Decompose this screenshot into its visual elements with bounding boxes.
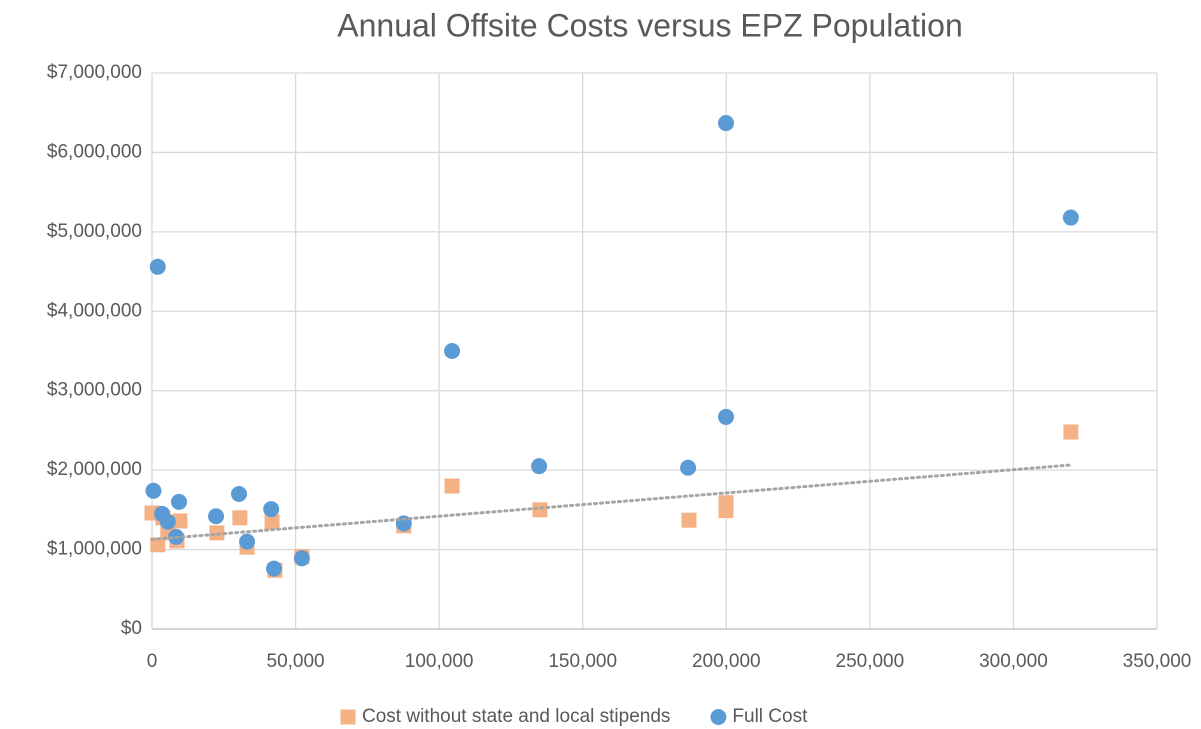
point <box>208 508 225 525</box>
trendline <box>150 463 1073 541</box>
point <box>532 502 548 518</box>
point <box>1063 424 1079 440</box>
x-tick-label: 200,000 <box>692 651 761 672</box>
x-tick-label: 300,000 <box>979 651 1048 672</box>
point <box>145 482 162 499</box>
legend-marker <box>340 709 356 725</box>
point <box>209 525 225 541</box>
point <box>149 258 166 275</box>
x-tick-label: 150,000 <box>548 651 617 672</box>
point <box>718 503 734 519</box>
point <box>239 533 256 550</box>
point <box>231 485 248 502</box>
y-tick-label: $5,000,000 <box>47 221 142 242</box>
point <box>717 115 734 132</box>
legend-label: Cost without state and local stipends <box>362 706 670 727</box>
point <box>531 458 548 475</box>
chart-title: Annual Offsite Costs versus EPZ Populati… <box>337 7 963 43</box>
point <box>293 550 310 567</box>
legend-marker <box>710 709 727 725</box>
x-tick-label: 250,000 <box>836 651 905 672</box>
y-tick-label: $1,000,000 <box>47 539 142 560</box>
point <box>232 510 248 526</box>
point <box>717 408 734 425</box>
y-tick-label: $6,000,000 <box>47 141 142 162</box>
legend-label: Full Cost <box>732 706 808 727</box>
y-tick-label: $3,000,000 <box>47 380 142 401</box>
x-tick-label: 350,000 <box>1123 651 1192 672</box>
point <box>444 478 460 494</box>
x-tick-label: 0 <box>147 651 158 672</box>
point <box>1062 209 1079 226</box>
point <box>266 560 283 577</box>
y-tick-label: $2,000,000 <box>47 459 142 480</box>
point <box>444 343 461 359</box>
x-tick-label: 50,000 <box>267 651 325 672</box>
point <box>681 512 697 528</box>
y-tick-label: $0 <box>121 618 142 639</box>
point <box>680 459 697 476</box>
y-tick-label: $4,000,000 <box>47 300 142 321</box>
point <box>159 513 176 530</box>
point <box>264 514 280 530</box>
point <box>170 493 187 510</box>
point <box>172 513 188 529</box>
point <box>263 501 280 518</box>
point <box>150 537 166 553</box>
x-tick-label: 100,000 <box>405 651 474 672</box>
y-tick-label: $7,000,000 <box>47 62 142 83</box>
